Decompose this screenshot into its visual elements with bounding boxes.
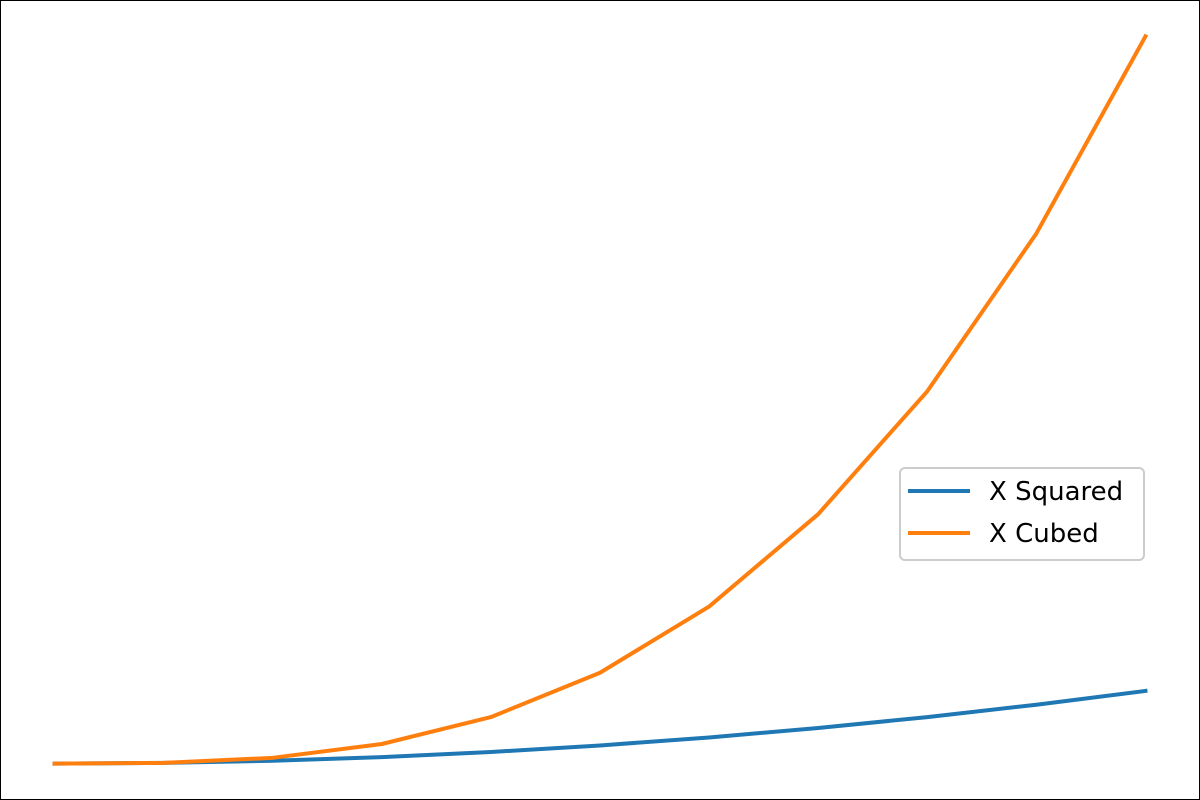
legend-label-x-cubed: X Cubed [989, 519, 1099, 549]
legend: X Squared X Cubed [899, 467, 1145, 561]
series-layer [52, 33, 1149, 766]
legend-label-x-squared: X Squared [989, 477, 1123, 507]
series-line-x-cubed [52, 33, 1149, 766]
